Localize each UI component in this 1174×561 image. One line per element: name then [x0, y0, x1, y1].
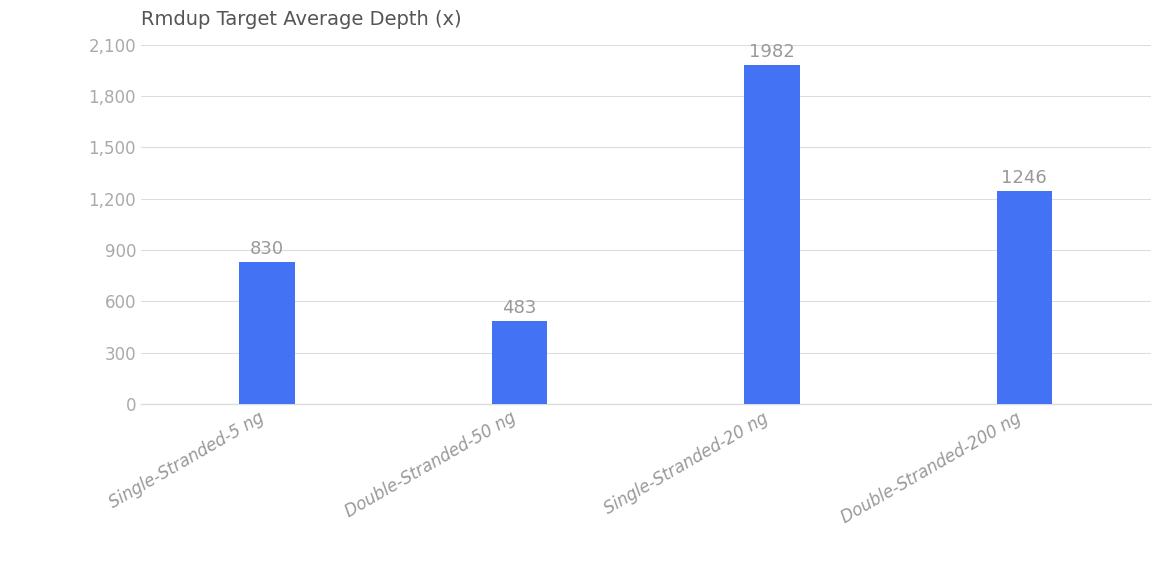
Text: Rmdup Target Average Depth (x): Rmdup Target Average Depth (x) [141, 11, 461, 29]
Bar [492, 321, 547, 404]
Bar [239, 262, 295, 404]
Text: 830: 830 [250, 240, 284, 257]
Bar [997, 191, 1052, 404]
Text: 1246: 1246 [1001, 169, 1047, 187]
Bar [744, 65, 799, 404]
Text: 1982: 1982 [749, 43, 795, 61]
Text: 483: 483 [502, 299, 537, 317]
